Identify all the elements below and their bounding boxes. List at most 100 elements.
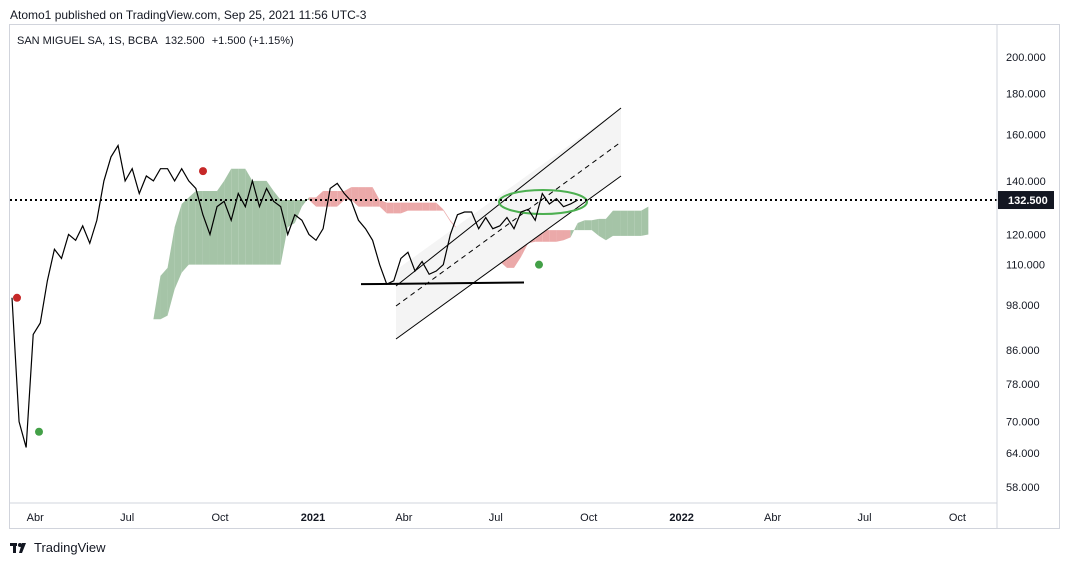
highlight-ellipse [498, 189, 588, 215]
time-tick-label: Abr [27, 512, 44, 524]
time-axis: Abr Jul Oct 2021 Abr Jul Oct 2022 Abr Jul Oct [10, 502, 997, 524]
cloud-segment [110, 354, 119, 365]
symbol-name: SAN MIGUEL SA, 1S, BCBA [17, 35, 158, 47]
price-series-line [11, 143, 578, 448]
cloud-segment [407, 202, 416, 211]
cloud-segment [82, 297, 90, 355]
cloud-segment [556, 230, 564, 242]
cloud-segment [132, 324, 140, 335]
cloud-segment [584, 220, 592, 231]
cloud-segment [358, 187, 366, 207]
cloud-segment [591, 218, 599, 236]
cloud-segment [181, 197, 189, 273]
support-line [360, 281, 525, 286]
price-tick-label: 180.000 [1006, 89, 1046, 101]
time-tick-label: Oct [949, 512, 966, 524]
time-tick-label: Jul [120, 512, 134, 524]
trend-channel [360, 107, 622, 340]
cloud-segment [153, 275, 161, 320]
footer-brand[interactable]: TradingView [10, 540, 106, 555]
price-tick-label: 58.000 [1006, 482, 1040, 494]
price-tick-label: 120.000 [1006, 229, 1046, 241]
cloud-segment [620, 210, 628, 236]
cloud-segment [598, 218, 606, 241]
cloud-segment [422, 202, 430, 211]
cloud-segment [188, 190, 196, 265]
cloud-segment [266, 180, 274, 265]
price-tick-label: 160.000 [1006, 130, 1046, 142]
symbol-legend: SAN MIGUEL SA, 1S, BCBA 132.500 +1.500 (… [17, 35, 298, 47]
published-info: Atomo1 published on TradingView.com, Sep… [10, 8, 367, 22]
cloud-segment [259, 180, 267, 265]
time-tick-label: Jul [857, 512, 871, 524]
cloud-segment [344, 187, 352, 201]
cloud-segment [351, 187, 359, 207]
cloud-segment [563, 230, 571, 241]
cloud-segment [301, 197, 309, 207]
cloud-segment [231, 168, 239, 265]
cloud-segment [436, 202, 444, 211]
cloud-segment [224, 168, 232, 265]
price-tick-label: 78.000 [1006, 379, 1040, 391]
cloud-segment [160, 267, 168, 320]
cloud-segment [337, 190, 345, 207]
price-tick-label: 140.000 [1006, 176, 1046, 188]
buy-signal-dot [535, 260, 543, 269]
price-line [10, 143, 997, 448]
cloud-segment [365, 187, 373, 207]
cloud-segment [443, 209, 451, 222]
cloud-segment [577, 220, 585, 231]
cloud-segment [429, 202, 437, 211]
cloud-segment [323, 190, 331, 207]
price-change: +1.500 (+1.15%) [211, 35, 294, 47]
cloud-segment [386, 202, 394, 214]
cloud-segment [415, 202, 423, 211]
cloud-segment [330, 190, 338, 207]
cloud-segment [280, 200, 288, 265]
price-tick-label: 110.000 [1006, 260, 1045, 272]
price-tick-label: 70.000 [1006, 417, 1040, 429]
sell-signal-dot [13, 293, 21, 302]
last-price: 132.500 [164, 35, 205, 47]
time-tick-label: 2021 [301, 512, 325, 524]
cloud-segment [634, 210, 642, 236]
time-tick-label: Jul [489, 512, 503, 524]
time-tick-label: Abr [764, 512, 781, 524]
channel-upper-line [395, 107, 622, 287]
cloud-segment [393, 202, 401, 214]
cloud-segment [308, 197, 317, 207]
cloud-segment [167, 227, 175, 316]
cloud-segment [238, 168, 246, 265]
cloud-segment [89, 354, 97, 365]
time-tick-label: Oct [212, 512, 229, 524]
cloud-segment [209, 190, 218, 265]
price-tick-label: 64.000 [1006, 448, 1040, 460]
cloud-segment [217, 180, 225, 265]
signal-markers [13, 167, 543, 436]
cloud-segment [379, 200, 387, 214]
buy-signal-dot [35, 427, 43, 436]
price-axis: 200.000 180.000 160.000 140.000 120.000 110.0… [996, 25, 1054, 528]
chart-frame[interactable] [9, 24, 1060, 529]
cloud-segment [294, 200, 302, 224]
cloud-segment [542, 230, 550, 242]
cloud-segment [612, 210, 621, 236]
cloud-segment [605, 210, 613, 241]
cloud-segment [118, 334, 126, 355]
cloud-segment [641, 206, 649, 236]
cloud-segment [549, 230, 557, 242]
time-tick-label: Abr [395, 512, 412, 524]
brand-name: TradingView [34, 540, 106, 555]
cloud-segment [273, 190, 281, 265]
cloud-segment [174, 203, 182, 290]
tradingview-logo-icon [10, 542, 26, 553]
channel-mid-line [395, 141, 622, 307]
price-tick-label: 200.000 [1006, 52, 1046, 64]
last-price-label: 132.500 [1008, 195, 1048, 207]
price-tick-label: 86.000 [1006, 345, 1040, 357]
last-price-badge [998, 191, 1054, 210]
cloud-segment [400, 202, 408, 214]
cloud-segment [316, 190, 324, 207]
channel-lower-line [395, 175, 622, 340]
